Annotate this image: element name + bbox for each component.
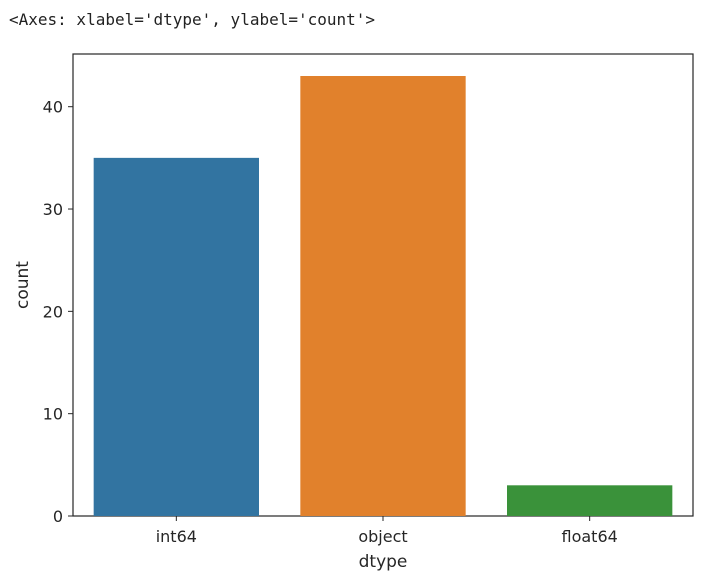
axes-repr-output: <Axes: xlabel='dtype', ylabel='count'> xyxy=(9,10,376,29)
y-tick-label: 0 xyxy=(53,507,63,526)
y-tick-label: 10 xyxy=(43,405,63,424)
bar-object xyxy=(300,76,466,516)
x-tick-label: object xyxy=(358,527,407,546)
x-tick-label: float64 xyxy=(562,527,618,546)
bars-group xyxy=(93,76,673,516)
y-tick-label: 40 xyxy=(43,98,63,117)
x-tick-label: int64 xyxy=(156,527,197,546)
x-ticks-group: int64 object float64 xyxy=(156,516,618,546)
x-axis-label: dtype xyxy=(359,552,408,572)
bar-float64 xyxy=(507,485,673,516)
bar-int64 xyxy=(93,157,260,516)
y-tick-label: 30 xyxy=(43,200,63,219)
y-axis-label: count xyxy=(13,261,33,309)
y-tick-label: 20 xyxy=(43,302,63,321)
y-ticks-group: 0 10 20 30 40 xyxy=(43,98,73,526)
